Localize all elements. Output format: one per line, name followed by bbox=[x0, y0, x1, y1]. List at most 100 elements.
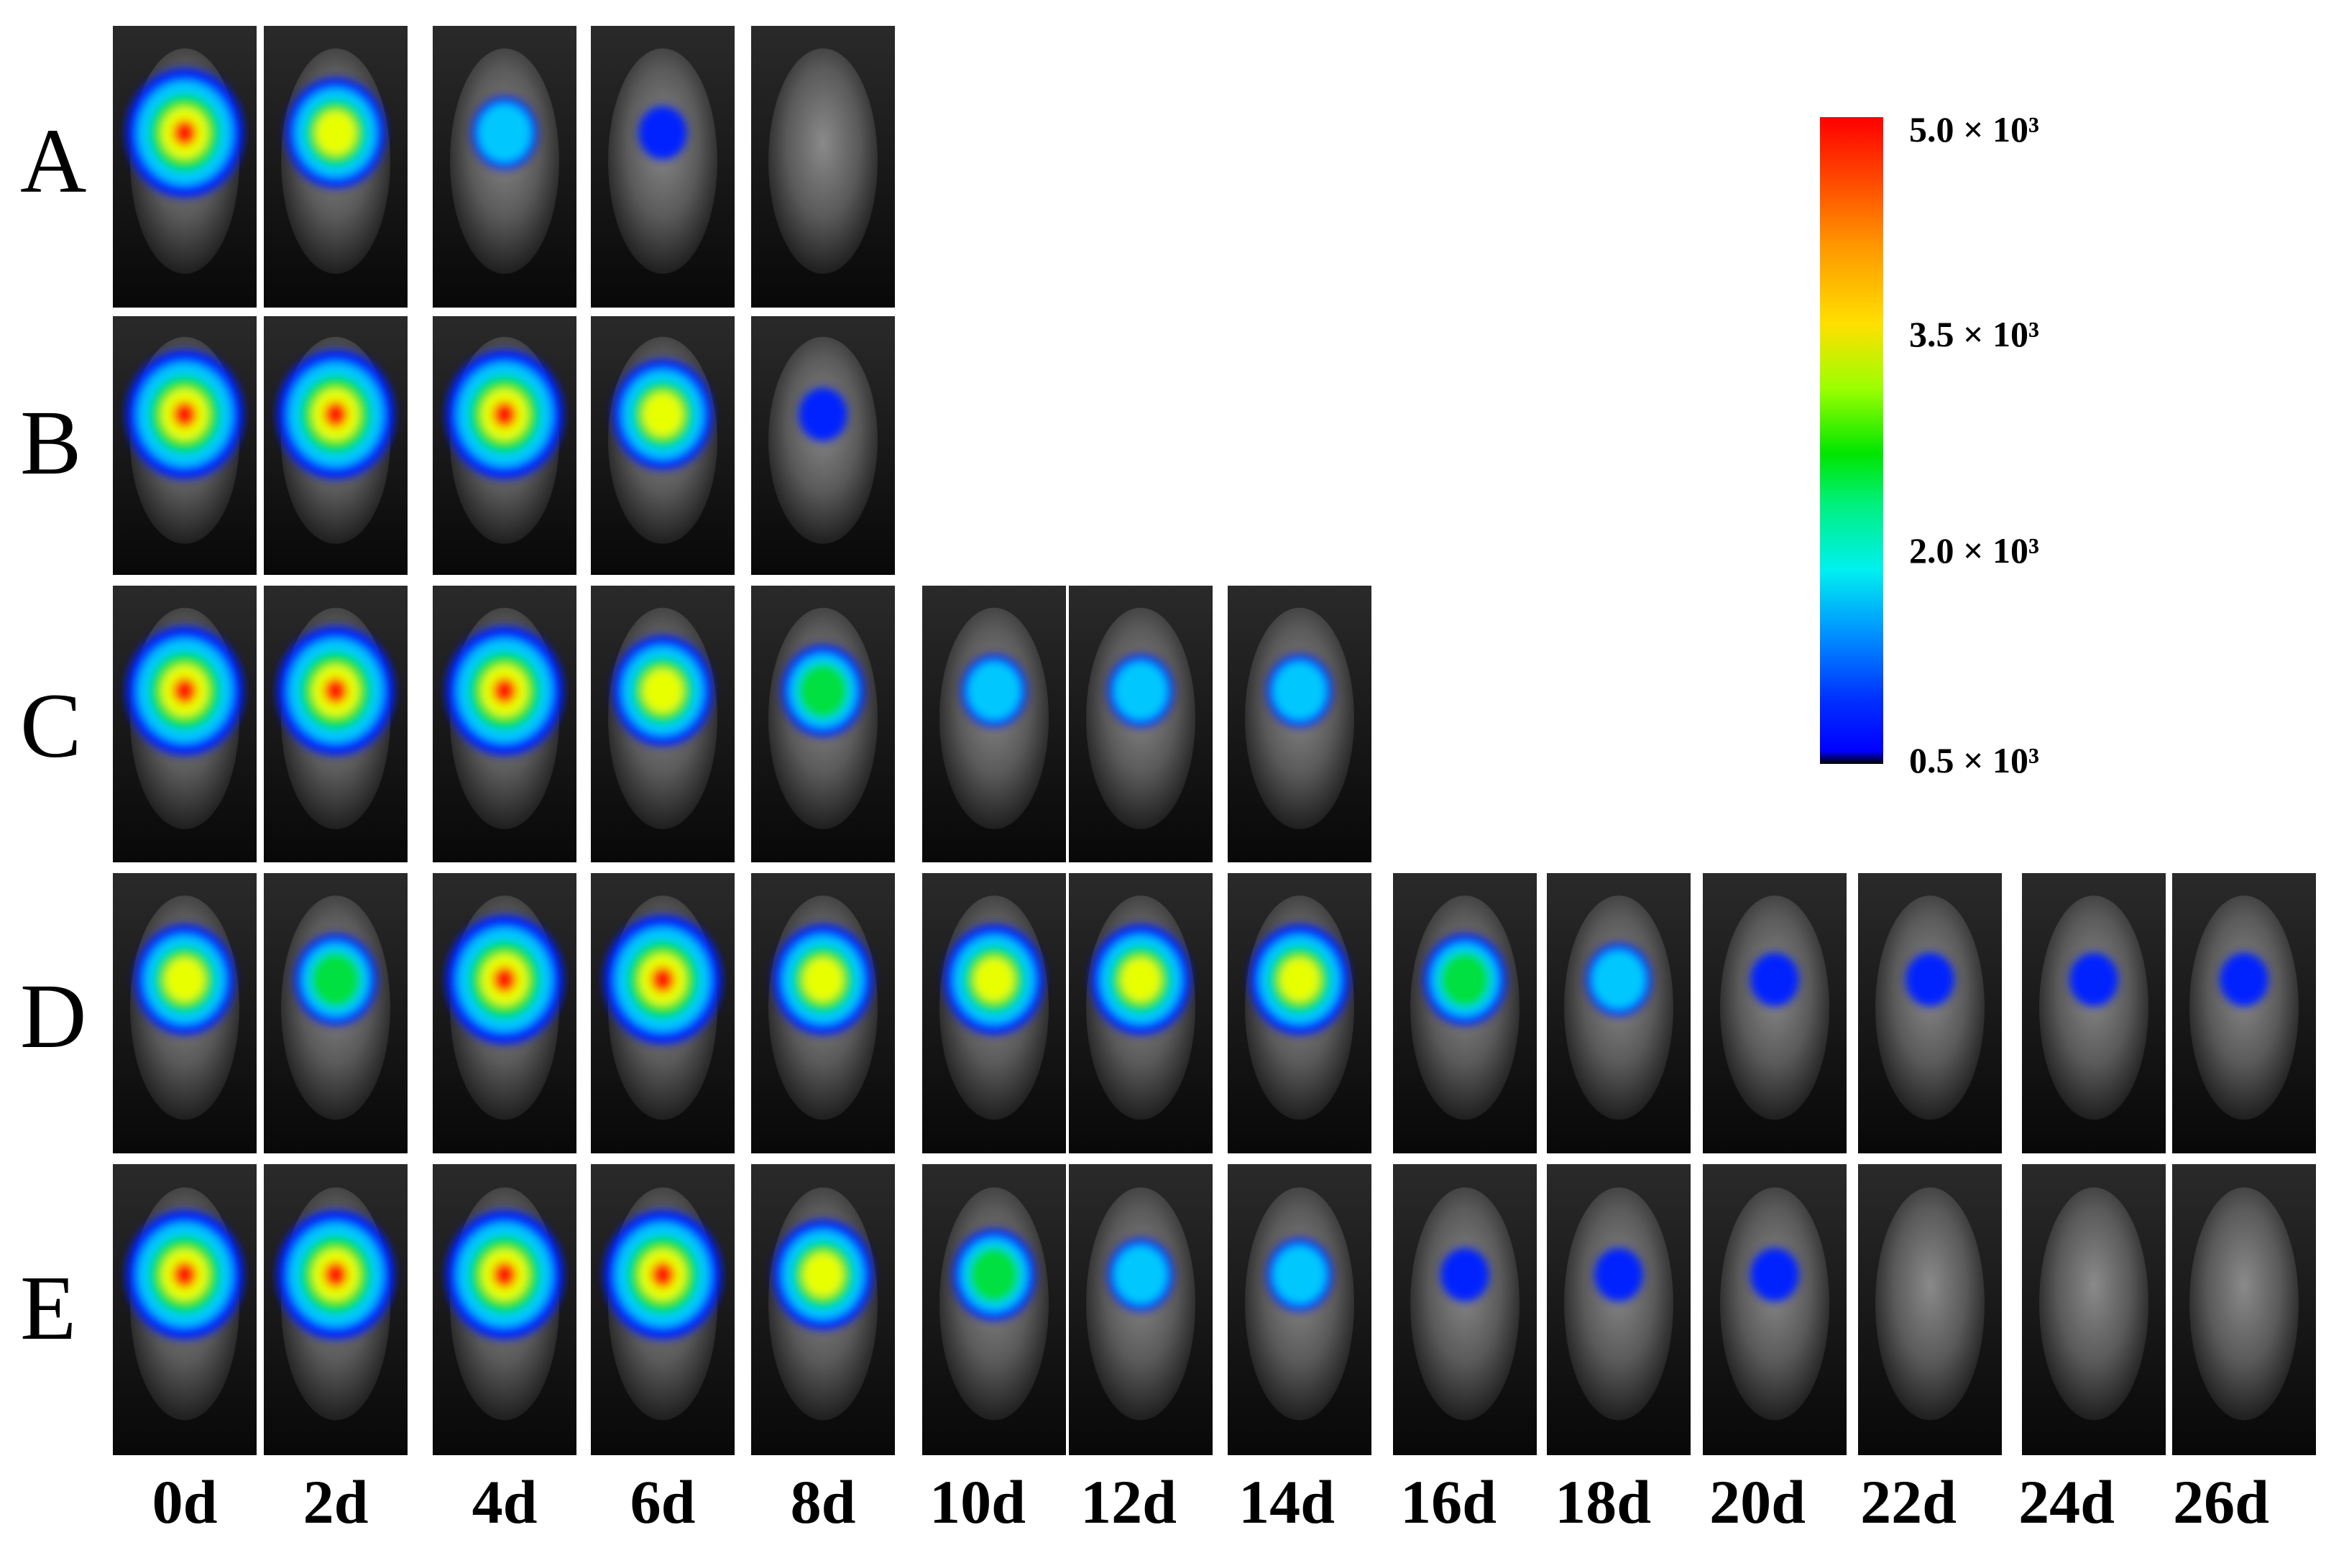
colorbar-tick-label: 5.0 × 10³ bbox=[1909, 109, 2039, 149]
mouse-panel bbox=[264, 1164, 408, 1455]
mouse-panel bbox=[1858, 873, 2002, 1153]
mouse-body bbox=[2039, 1187, 2148, 1421]
mouse-panel bbox=[433, 1164, 576, 1455]
mouse-body bbox=[768, 48, 878, 274]
mouse-panel bbox=[591, 873, 735, 1153]
mouse-panel bbox=[1393, 1164, 1537, 1455]
mouse-panel bbox=[433, 316, 576, 575]
signal-spot bbox=[952, 1229, 1036, 1321]
signal-spot bbox=[1108, 654, 1174, 727]
signal-spot bbox=[1750, 1248, 1799, 1302]
colorbar-tick-label: 2.0 × 10³ bbox=[1909, 530, 2039, 571]
colorbar-tick-label: 3.5 × 10³ bbox=[1909, 314, 2039, 354]
signal-spot bbox=[126, 1209, 244, 1340]
signal-spot bbox=[1090, 924, 1191, 1036]
signal-ring bbox=[651, 1261, 675, 1288]
signal-spot bbox=[446, 349, 564, 479]
signal-spot bbox=[472, 96, 538, 170]
signal-spot bbox=[1108, 1238, 1174, 1311]
signal-spot bbox=[126, 68, 244, 198]
signal-ring bbox=[478, 103, 531, 162]
mouse-panel bbox=[922, 873, 1066, 1153]
mouse-body bbox=[2039, 895, 2148, 1120]
mouse-body bbox=[1875, 895, 1985, 1120]
mouse-panel bbox=[591, 316, 735, 575]
signal-spot bbox=[134, 924, 235, 1036]
signal-ring bbox=[492, 401, 517, 428]
mouse-body bbox=[2189, 895, 2299, 1120]
signal-ring bbox=[2069, 952, 2118, 1007]
mouse-body bbox=[1720, 895, 1829, 1120]
day-label: 0d bbox=[152, 1467, 218, 1536]
mouse-panel bbox=[1703, 873, 1847, 1153]
mouse-panel bbox=[264, 873, 408, 1153]
signal-ring bbox=[969, 1247, 1019, 1303]
row-label-d: D bbox=[20, 965, 87, 1067]
mouse-panel bbox=[1547, 873, 1691, 1153]
mouse-panel bbox=[113, 586, 257, 862]
signal-ring bbox=[1279, 957, 1320, 1002]
mouse-panel bbox=[264, 586, 408, 862]
mouse-body bbox=[608, 48, 717, 274]
day-label: 24d bbox=[2018, 1467, 2115, 1536]
signal-spot bbox=[1906, 952, 1954, 1007]
signal-ring bbox=[1114, 661, 1167, 720]
signal-spot bbox=[638, 106, 687, 160]
signal-ring bbox=[643, 668, 683, 714]
mouse-panels bbox=[113, 26, 2316, 1455]
signal-ring bbox=[323, 1261, 348, 1288]
signal-ring bbox=[1273, 661, 1326, 720]
signal-ring bbox=[1592, 950, 1645, 1009]
mouse-panel bbox=[1069, 1164, 1213, 1455]
mouse-panel bbox=[1228, 586, 1371, 862]
signal-spot bbox=[126, 626, 244, 756]
day-label: 26d bbox=[2173, 1467, 2269, 1536]
signal-ring bbox=[1440, 1248, 1489, 1302]
signal-spot bbox=[1586, 943, 1652, 1016]
mouse-panel bbox=[1393, 873, 1537, 1153]
day-label: 6d bbox=[630, 1467, 696, 1536]
mouse-panel bbox=[1858, 1164, 2002, 1455]
mouse-panel bbox=[922, 1164, 1066, 1455]
mouse-panel bbox=[264, 26, 408, 308]
signal-spot bbox=[773, 1219, 873, 1330]
signal-spot bbox=[1594, 1248, 1643, 1302]
signal-spot bbox=[961, 654, 1027, 727]
signal-spot bbox=[277, 626, 395, 756]
mouse-body bbox=[1720, 1187, 1829, 1421]
signal-ring bbox=[967, 661, 1021, 720]
mouse-panel bbox=[433, 873, 576, 1153]
signal-spot bbox=[446, 1209, 564, 1340]
signal-ring bbox=[799, 387, 847, 442]
signal-ring bbox=[1594, 1248, 1643, 1302]
signal-ring bbox=[173, 1261, 197, 1288]
mouse-panel bbox=[591, 26, 735, 308]
day-label: 22d bbox=[1860, 1467, 1957, 1536]
signal-ring bbox=[974, 957, 1014, 1002]
signal-spot bbox=[944, 924, 1044, 1036]
signal-ring bbox=[798, 663, 848, 719]
mouse-panel bbox=[751, 26, 895, 308]
mouse-panel bbox=[264, 316, 408, 575]
signal-ring bbox=[2220, 952, 2268, 1007]
mouse-body bbox=[1875, 1187, 1985, 1421]
row-label-b: B bbox=[20, 392, 82, 494]
day-label: 4d bbox=[472, 1467, 538, 1536]
signal-spot bbox=[1440, 1248, 1489, 1302]
mouse-panel bbox=[1228, 1164, 1371, 1455]
day-label: 8d bbox=[790, 1467, 856, 1536]
mouse-panel bbox=[2172, 1164, 2316, 1455]
signal-ring bbox=[1750, 952, 1799, 1007]
signal-ring bbox=[643, 392, 683, 437]
signal-ring bbox=[1121, 957, 1161, 1002]
mouse-body bbox=[1564, 1187, 1673, 1421]
colorbar-tick-label: 0.5 × 10³ bbox=[1909, 740, 2039, 780]
signal-spot bbox=[285, 77, 386, 188]
day-label: 14d bbox=[1238, 1467, 1335, 1536]
signal-spot bbox=[277, 1209, 395, 1340]
signal-ring bbox=[492, 678, 517, 704]
signal-ring bbox=[173, 119, 197, 147]
signal-ring bbox=[803, 957, 843, 1002]
mouse-panel bbox=[433, 586, 576, 862]
